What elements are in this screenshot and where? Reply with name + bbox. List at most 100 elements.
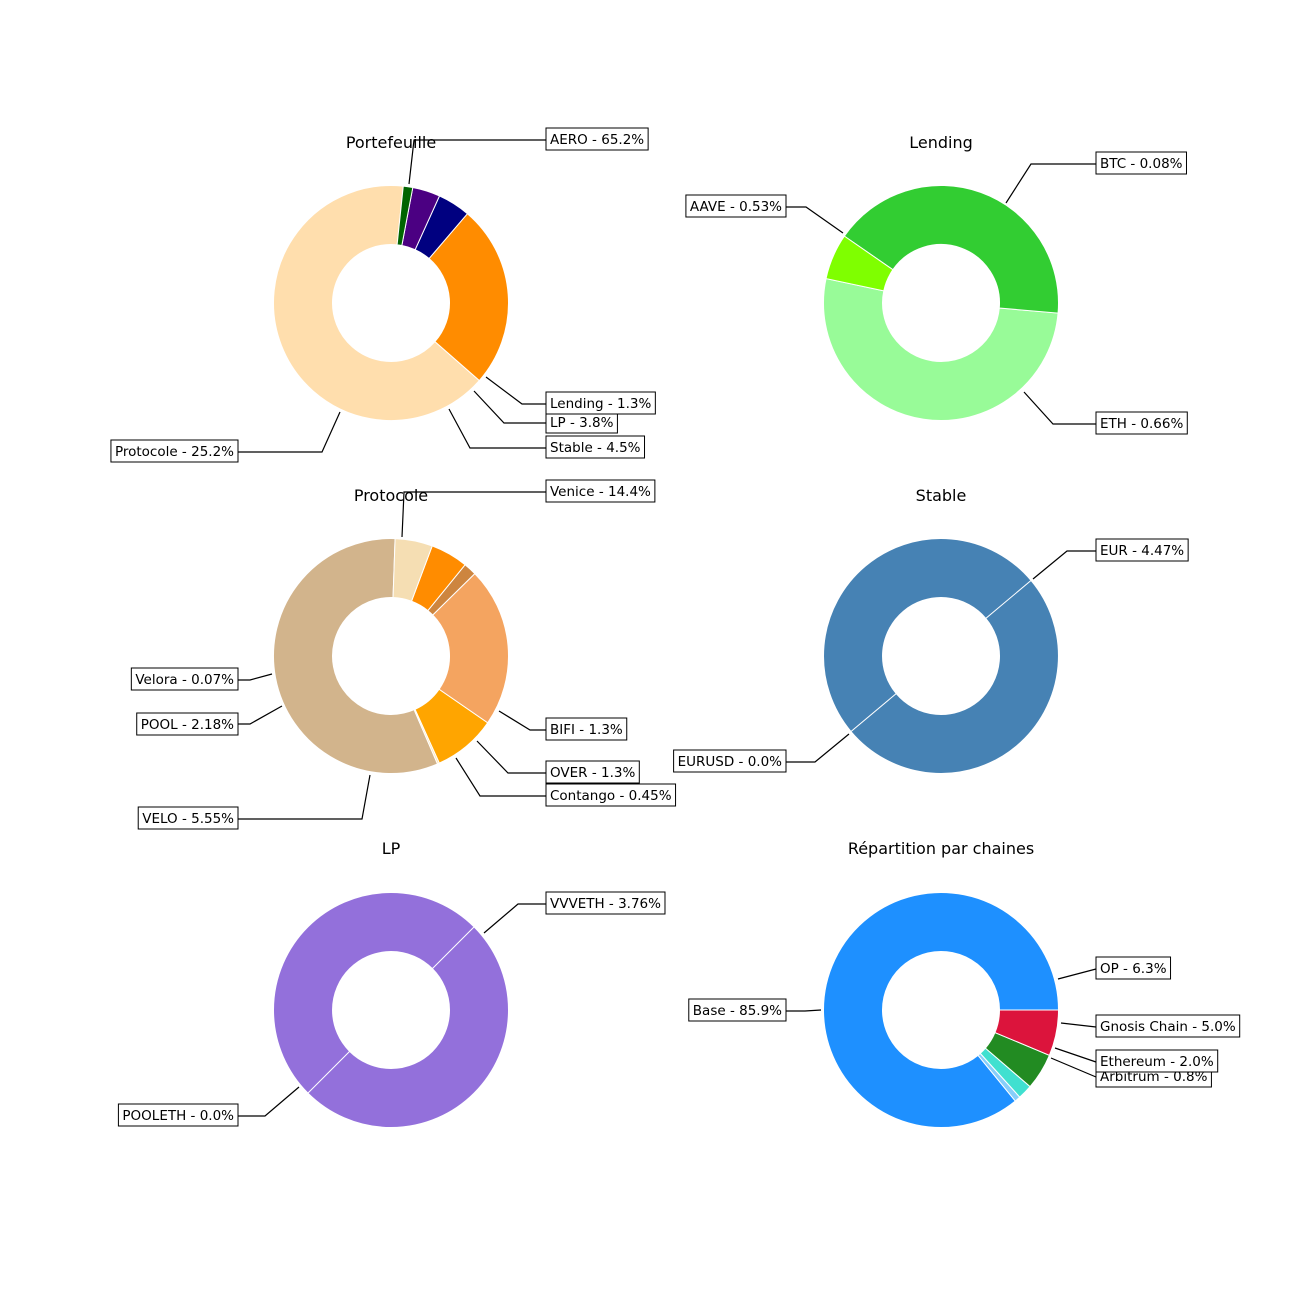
label-box	[117, 1103, 239, 1127]
label-box	[1095, 151, 1187, 175]
leader-line-eurusd	[786, 733, 850, 763]
callouts: EURUSD - 0.0% EUR - 4.47%	[673, 538, 1189, 773]
leader-line-lending	[485, 376, 546, 405]
slice-label-bifi: BIFI - 1.3%	[545, 717, 628, 741]
slice-label-velo: VELO - 5.55%	[137, 806, 239, 830]
wedge-eth	[823, 277, 1059, 421]
label-box	[545, 760, 640, 784]
slice-label-lp: LP - 3.8%	[545, 410, 618, 434]
panel-protocole: Protocole Venice - 14.4% Velora - 0.07% PO…	[130, 479, 677, 830]
slice-label-text: EURUSD - 0.0%	[678, 754, 783, 770]
slice-label-aero: AERO - 65.2%	[545, 127, 649, 151]
wedge-aero	[273, 185, 481, 421]
panel-repartition-par-chaines: Répartition par chaines Base - 85.9% Arbi…	[688, 839, 1241, 1128]
donut-wedges	[823, 892, 1060, 1128]
leader-line-stable	[448, 408, 546, 449]
slice-label-text: Venice - 14.4%	[550, 484, 651, 500]
leader-line-base	[786, 1009, 822, 1012]
panel-stable: Stable EURUSD - 0.0% EUR - 4.47%	[673, 486, 1189, 774]
donut-wedges	[823, 538, 1059, 774]
slice-label-vvveth: VVVETH - 3.76%	[545, 891, 666, 915]
leader-line-pool	[238, 705, 283, 725]
slice-label-protocole: Protocole - 25.2%	[110, 439, 239, 463]
label-box	[1095, 411, 1188, 435]
label-box	[545, 891, 666, 915]
slice-label-eurusd: EURUSD - 0.0%	[673, 749, 787, 773]
chart-title: Lending	[909, 133, 973, 152]
slice-label-pool: POOL - 2.18%	[136, 712, 239, 736]
callouts: ETH - 0.66% AAVE - 0.53% BTC - 0.08%	[685, 151, 1188, 435]
leader-line-eth	[1023, 391, 1096, 425]
wedge-op	[994, 1009, 1060, 1056]
slice-label-text: BIFI - 1.3%	[550, 722, 623, 738]
label-box	[688, 998, 787, 1022]
label-box	[137, 806, 239, 830]
leader-line-velo	[238, 774, 371, 820]
label-box	[1095, 1014, 1241, 1038]
label-box	[1095, 956, 1172, 980]
callouts: Venice - 14.4% Velora - 0.07% POOL - 2.18%…	[130, 479, 677, 830]
slice-label-aave: AAVE - 0.53%	[685, 194, 787, 218]
chart-title: Protocole	[354, 486, 428, 505]
slice-label-text: BTC - 0.08%	[1100, 156, 1183, 172]
slice-label-base: Base - 85.9%	[688, 998, 787, 1022]
panel-portefeuille: Portefeuille AERO - 65.2% Protocole - 25.…	[110, 127, 656, 463]
slice-label-text: Arbitrum - 0.8%	[1100, 1069, 1208, 1085]
slice-label-text: EUR - 4.47%	[1100, 543, 1184, 559]
wedge-protocole	[428, 213, 509, 382]
leader-line-bifi	[498, 710, 546, 731]
slice-label-text: AAVE - 0.53%	[690, 199, 782, 215]
leader-line-over	[476, 740, 546, 774]
leader-line-btc	[1005, 163, 1096, 204]
slice-label-text: OP - 6.3%	[1100, 961, 1167, 977]
slice-label-text: VELO - 5.55%	[142, 811, 234, 827]
panel-lending: Lending ETH - 0.66% AAVE - 0.53% BTC - 0.0…	[685, 133, 1188, 435]
callouts: Base - 85.9% Arbitrum - 0.8%Ethereum - 2.…	[688, 956, 1241, 1088]
label-box	[545, 435, 646, 459]
label-box	[1095, 538, 1189, 562]
leader-line-venice	[401, 491, 546, 538]
leader-line-arbitrum	[1050, 1057, 1097, 1078]
wedge-venice	[273, 538, 439, 774]
slice-label-gnosis-chain: Gnosis Chain - 5.0%	[1095, 1014, 1241, 1038]
slice-label-text: Stable - 4.5%	[550, 440, 641, 456]
chart-title: Répartition par chaines	[848, 839, 1034, 858]
wedge-base	[823, 892, 1060, 1128]
label-box	[1095, 1049, 1219, 1073]
label-box	[673, 749, 787, 773]
slice-label-op: OP - 6.3%	[1095, 956, 1172, 980]
label-box	[110, 439, 239, 463]
leader-line-ethereum	[1054, 1047, 1097, 1063]
wedge-eur	[823, 538, 1059, 774]
donut-wedges	[273, 538, 509, 774]
wedge-btc	[825, 235, 894, 292]
donut-wedges	[823, 185, 1059, 421]
slice-label-pooleth: POOLETH - 0.0%	[117, 1103, 239, 1127]
slice-label-text: Protocole - 25.2%	[115, 444, 234, 460]
wedge-lending	[396, 185, 414, 247]
leader-line-protocole	[238, 411, 341, 453]
wedge-velo	[432, 572, 509, 724]
slice-label-text: POOL - 2.18%	[141, 717, 234, 733]
leader-line-gnosis-chain	[1060, 1022, 1097, 1028]
slice-label-text: POOLETH - 0.0%	[122, 1108, 234, 1124]
slice-label-btc: BTC - 0.08%	[1095, 151, 1187, 175]
donut-wedges	[273, 892, 509, 1128]
donut-wedges	[273, 185, 509, 421]
chart-title: Stable	[916, 486, 967, 505]
chart-title: Portefeuille	[346, 133, 436, 152]
slice-label-text: LP - 3.8%	[550, 415, 614, 431]
slice-label-text: Base - 85.9%	[693, 1003, 782, 1019]
slice-label-stable: Stable - 4.5%	[545, 435, 646, 459]
leader-line-eur	[1032, 550, 1096, 580]
leader-line-op	[1057, 968, 1097, 980]
slice-label-lending: Lending - 1.3%	[545, 391, 656, 415]
slice-label-text: VVVETH - 3.76%	[550, 896, 661, 912]
leader-line-vvveth	[483, 903, 546, 934]
leader-line-velora	[238, 673, 273, 681]
leader-line-contango	[455, 757, 546, 797]
wedge-vvveth	[273, 892, 509, 1128]
panel-lp: LP VVVETH - 3.76% POOLETH - 0.0%	[117, 839, 666, 1128]
label-box	[545, 479, 656, 503]
